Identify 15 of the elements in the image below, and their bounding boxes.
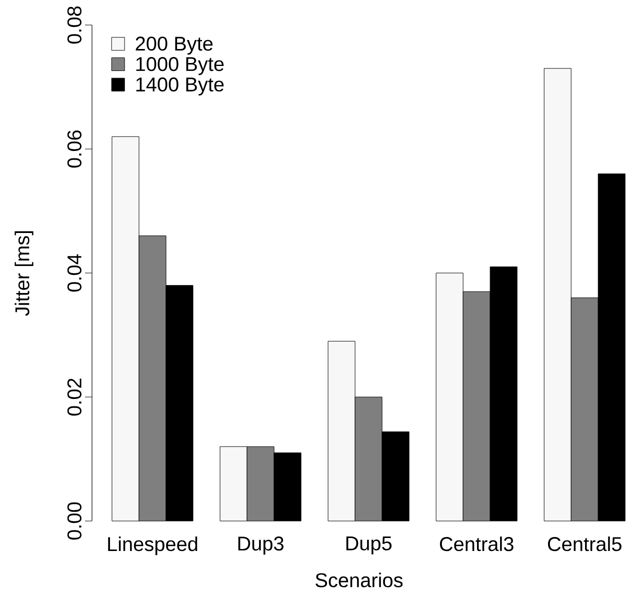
x-tick-label: Dup3 (238, 536, 284, 555)
y-tick-label: 0.08 (67, 6, 82, 44)
x-axis-title: Scenarios (316, 572, 403, 588)
y-tick-label: 0.00 (67, 502, 82, 540)
x-tick-label: Central3 (440, 536, 514, 552)
x-tick-label: Linespeed (108, 536, 198, 556)
legend-label: 200 Byte (136, 36, 213, 55)
x-tick-label: Central5 (548, 536, 622, 552)
legend-label: 1000 Byte (136, 57, 224, 76)
legend-label: 1400 Byte (136, 77, 224, 96)
y-tick-label: 0.02 (67, 378, 82, 416)
x-tick-label: Dup5 (346, 536, 392, 554)
y-tick-label: 0.06 (67, 130, 82, 168)
y-axis-title: Jitter [ms] (14, 231, 34, 316)
y-tick-label: 0.04 (67, 254, 82, 292)
